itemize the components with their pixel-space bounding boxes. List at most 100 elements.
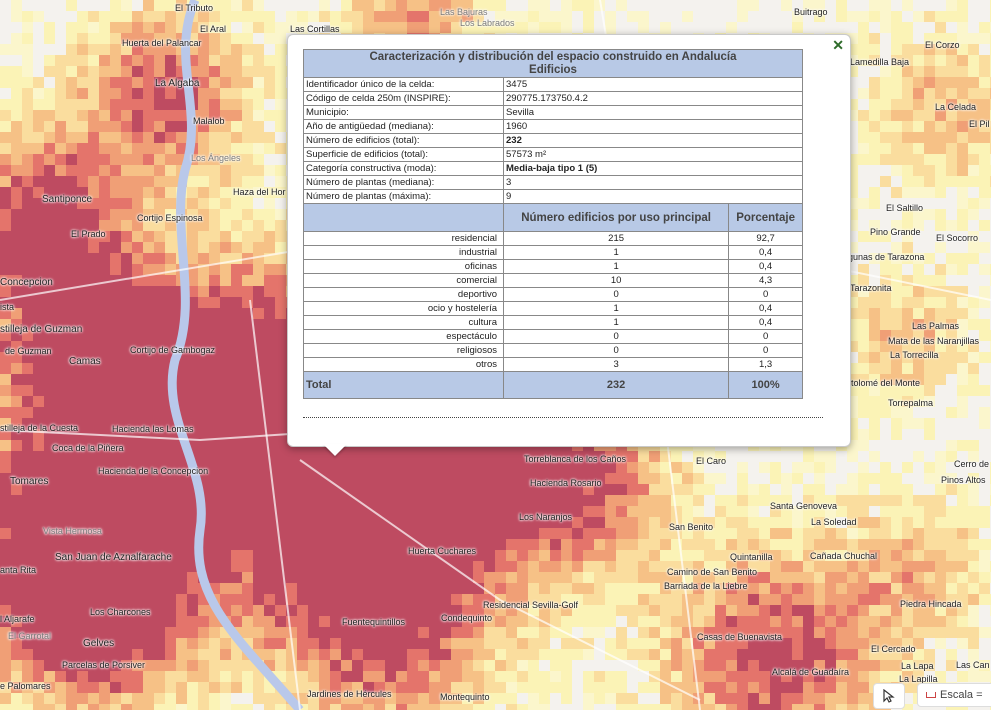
place-label: Camas — [69, 356, 101, 367]
density-cell — [99, 275, 110, 286]
density-cell — [165, 308, 176, 319]
density-cell — [957, 55, 968, 66]
density-cell — [55, 550, 66, 561]
density-cell — [154, 396, 165, 407]
density-cell — [715, 605, 726, 616]
density-cell — [55, 594, 66, 605]
density-cell — [550, 627, 561, 638]
density-cell — [44, 121, 55, 132]
density-cell — [198, 660, 209, 671]
density-cell — [319, 616, 330, 627]
density-cell — [858, 363, 869, 374]
density-cell — [550, 451, 561, 462]
density-cell — [319, 627, 330, 638]
density-cell — [11, 572, 22, 583]
density-cell — [858, 429, 869, 440]
density-cell — [979, 165, 990, 176]
density-cell — [418, 616, 429, 627]
scale-control[interactable]: Escala = — [917, 683, 991, 707]
density-cell — [407, 627, 418, 638]
density-cell — [110, 627, 121, 638]
density-cell — [33, 649, 44, 660]
density-cell — [66, 462, 77, 473]
density-cell — [473, 649, 484, 660]
density-cell — [440, 649, 451, 660]
density-cell — [253, 583, 264, 594]
usage-count: 1 — [502, 259, 730, 274]
density-cell — [847, 55, 858, 66]
select-tool-button[interactable] — [873, 683, 905, 709]
density-cell — [880, 22, 891, 33]
density-cell — [528, 638, 539, 649]
density-cell — [880, 253, 891, 264]
density-cell — [561, 11, 572, 22]
density-cell — [671, 649, 682, 660]
density-cell — [33, 77, 44, 88]
density-cell — [968, 440, 979, 451]
density-cell — [275, 528, 286, 539]
density-cell — [627, 693, 638, 704]
density-cell — [913, 88, 924, 99]
density-cell — [66, 594, 77, 605]
density-cell — [231, 363, 242, 374]
density-cell — [110, 594, 121, 605]
density-cell — [726, 583, 737, 594]
density-cell — [638, 517, 649, 528]
density-cell — [935, 220, 946, 231]
density-cell — [110, 33, 121, 44]
density-cell — [484, 0, 495, 11]
attribute-row: Número de edificios (total): 232 — [303, 133, 803, 148]
density-cell — [748, 660, 759, 671]
density-cell — [264, 165, 275, 176]
density-cell — [154, 132, 165, 143]
density-cell — [231, 231, 242, 242]
density-cell — [33, 462, 44, 473]
density-cell — [242, 473, 253, 484]
density-cell — [704, 528, 715, 539]
density-cell — [946, 704, 957, 710]
density-cell — [363, 22, 374, 33]
density-cell — [539, 495, 550, 506]
density-cell — [319, 704, 330, 710]
density-cell — [968, 121, 979, 132]
density-cell — [77, 55, 88, 66]
density-cell — [143, 704, 154, 710]
density-cell — [308, 638, 319, 649]
density-cell — [957, 99, 968, 110]
density-cell — [792, 627, 803, 638]
close-icon[interactable]: ✕ — [832, 37, 844, 53]
density-cell — [121, 308, 132, 319]
density-cell — [759, 583, 770, 594]
density-cell — [176, 671, 187, 682]
density-cell — [66, 649, 77, 660]
density-cell — [429, 616, 440, 627]
density-cell — [121, 374, 132, 385]
density-cell — [429, 0, 440, 11]
density-cell — [110, 198, 121, 209]
density-cell — [154, 605, 165, 616]
density-cell — [682, 627, 693, 638]
usage-label: ocio y hostelería — [303, 301, 504, 316]
density-cell — [902, 495, 913, 506]
density-cell — [0, 594, 11, 605]
density-cell — [506, 671, 517, 682]
density-cell — [792, 572, 803, 583]
density-cell — [979, 77, 990, 88]
density-cell — [814, 462, 825, 473]
density-cell — [451, 583, 462, 594]
density-cell — [693, 627, 704, 638]
density-cell — [858, 297, 869, 308]
density-cell — [33, 506, 44, 517]
density-cell — [946, 528, 957, 539]
density-cell — [132, 517, 143, 528]
density-cell — [913, 319, 924, 330]
density-cell — [99, 319, 110, 330]
density-cell — [0, 264, 11, 275]
density-cell — [825, 528, 836, 539]
density-cell — [264, 264, 275, 275]
density-cell — [275, 572, 286, 583]
density-cell — [99, 231, 110, 242]
density-cell — [231, 506, 242, 517]
density-cell — [308, 561, 319, 572]
density-cell — [748, 605, 759, 616]
